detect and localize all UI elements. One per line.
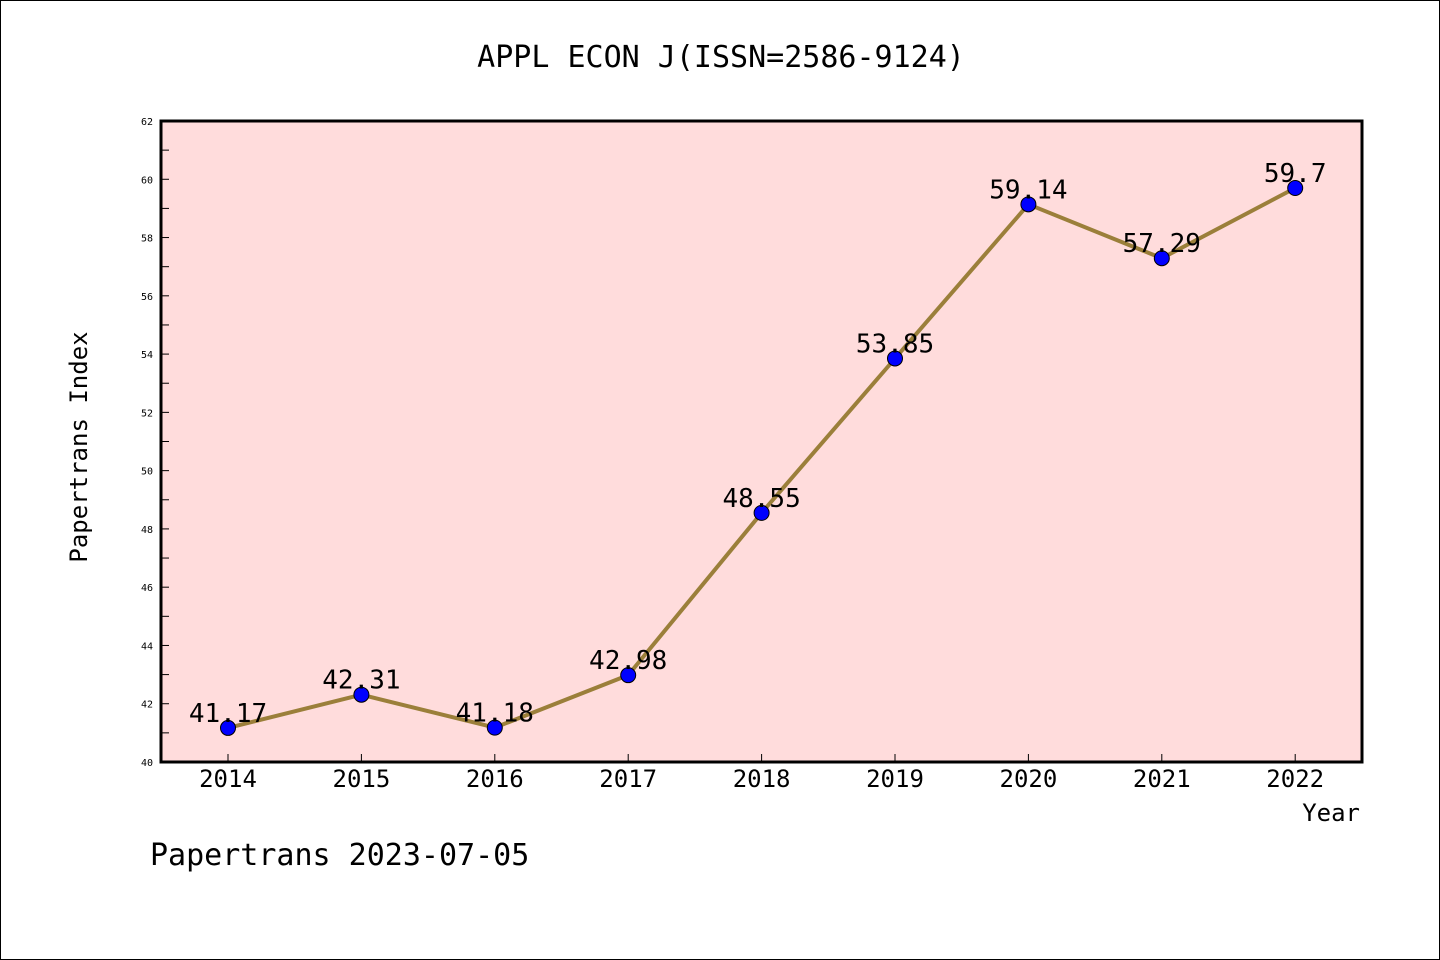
y-tick-label: 60 — [141, 175, 153, 186]
data-point-marker — [1153, 250, 1170, 267]
data-point-marker — [220, 719, 236, 736]
x-tick-label: 2018 — [733, 765, 791, 793]
data-point-marker — [1020, 196, 1037, 213]
chart-title: APPL ECON J(ISSN=2586-9124) — [477, 40, 965, 75]
data-point-marker — [486, 719, 503, 736]
y-tick-label: 50 — [141, 467, 153, 478]
data-point-label: 41.18 — [456, 699, 534, 729]
y-tick-label: 44 — [141, 641, 153, 652]
x-tick-label: 2019 — [866, 765, 924, 793]
y-tick-label: 58 — [141, 234, 153, 245]
x-tick-label: 2017 — [599, 765, 657, 793]
data-point-label: 53.85 — [856, 329, 934, 359]
y-tick-label: 54 — [141, 350, 153, 361]
y-tick-label: 56 — [141, 292, 153, 303]
data-point-label: 42.98 — [589, 646, 667, 676]
y-tick-label: 46 — [141, 583, 153, 594]
y-axis: 40 42 44 46 48 50 52 54 56 58 60 62 — [141, 117, 169, 769]
series-layer: 41.17 42.31 41.18 42.98 48.55 53.85 59.14 57.29… — [189, 159, 1327, 736]
data-point-label: 41.17 — [189, 699, 267, 729]
x-tick-label: 2014 — [199, 765, 257, 793]
data-point-label: 42.31 — [322, 666, 400, 696]
y-axis-label: Papertrans Index — [65, 331, 93, 562]
plot-area — [159, 119, 1364, 764]
data-point-label: 48.55 — [722, 484, 800, 514]
y-tick-label: 40 — [141, 758, 153, 769]
data-point-label: 57.29 — [1123, 229, 1201, 259]
data-point-marker — [887, 350, 903, 367]
data-point-label: 59.14 — [989, 175, 1067, 205]
y-tick-label: 52 — [141, 408, 153, 419]
x-tick-label: 2022 — [1266, 765, 1324, 793]
x-axis: 2014 2015 2016 2017 2018 2019 2020 2021 2022 — [199, 754, 1324, 793]
x-tick-label: 2021 — [1133, 765, 1191, 793]
x-tick-label: 2020 — [1000, 765, 1058, 793]
y-tick-label: 62 — [141, 117, 153, 128]
data-point-label: 59.7 — [1264, 159, 1327, 189]
data-point-marker — [620, 667, 637, 684]
y-tick-label: 42 — [141, 700, 153, 711]
footer-date-text: Papertrans 2023-07-05 — [150, 838, 529, 873]
x-axis-label: Year — [1302, 799, 1360, 827]
x-tick-label: 2016 — [466, 765, 524, 793]
data-point-marker — [1287, 180, 1304, 197]
data-point-marker — [353, 686, 370, 703]
y-tick-label: 48 — [141, 525, 153, 536]
data-point-marker — [753, 504, 770, 521]
x-tick-label: 2015 — [333, 765, 391, 793]
